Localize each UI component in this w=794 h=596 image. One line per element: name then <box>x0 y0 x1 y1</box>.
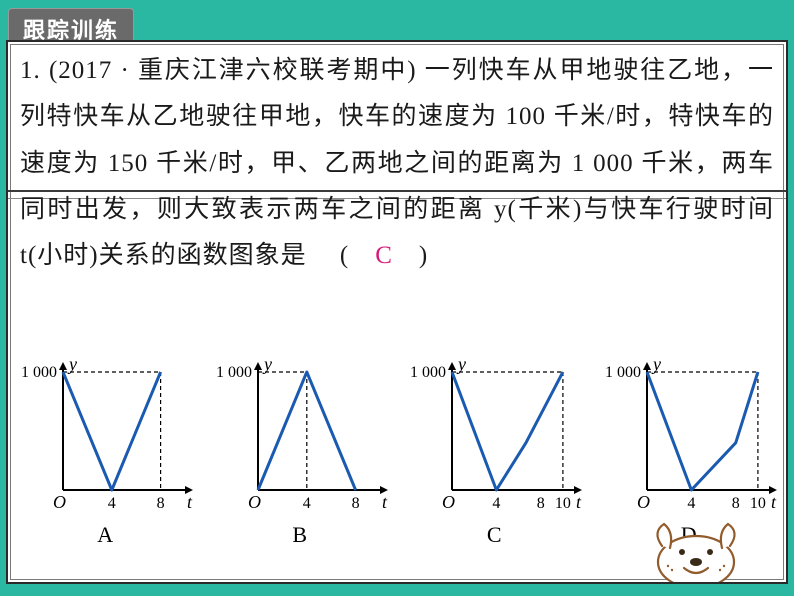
svg-text:O: O <box>637 492 650 512</box>
graph-B: 4 8 1 000 Ot y <box>210 360 390 520</box>
svg-text:1 000: 1 000 <box>410 364 446 381</box>
graph-block-C: 4 8 10 1 000 Ot y C <box>404 360 584 548</box>
svg-text:4: 4 <box>687 495 695 512</box>
svg-text:t: t <box>382 492 388 512</box>
question-source: (2017 · 重庆江津六校联考期中) <box>49 57 417 84</box>
question-body: 一列快车从甲地驶往乙地，一列特快车从乙地驶往甲地，快车的速度为 100 千米/时… <box>20 57 774 269</box>
graph-label-A: A <box>15 522 195 548</box>
paren-close: ) <box>393 242 428 269</box>
paren-open: ( <box>314 242 375 269</box>
svg-text:1 000: 1 000 <box>21 364 57 381</box>
svg-text:y: y <box>651 360 661 374</box>
svg-text:8: 8 <box>537 495 545 512</box>
graph-block-B: 4 8 1 000 Ot y B <box>210 360 390 548</box>
svg-text:4: 4 <box>303 495 311 512</box>
svg-text:4: 4 <box>108 495 116 512</box>
svg-text:1 000: 1 000 <box>605 364 641 381</box>
graph-block-A: 4 8 1 000 Ot y A <box>15 360 195 548</box>
svg-text:10: 10 <box>750 495 766 512</box>
question-number: 1. <box>20 57 41 84</box>
svg-text:y: y <box>67 360 77 374</box>
svg-text:8: 8 <box>157 495 165 512</box>
graph-label-B: B <box>210 522 390 548</box>
svg-text:t: t <box>187 492 193 512</box>
graph-label-C: C <box>404 522 584 548</box>
graph-A: 4 8 1 000 Ot y <box>15 360 195 520</box>
svg-text:t: t <box>576 492 582 512</box>
svg-text:y: y <box>262 360 272 374</box>
svg-text:O: O <box>248 492 261 512</box>
svg-text:1 000: 1 000 <box>216 364 252 381</box>
svg-text:10: 10 <box>555 495 571 512</box>
svg-text:y: y <box>456 360 466 374</box>
graph-D: 4 8 10 1 000 Ot y <box>599 360 779 520</box>
svg-text:t: t <box>771 492 777 512</box>
graph-C: 4 8 10 1 000 Ot y <box>404 360 584 520</box>
question-text: 1. (2017 · 重庆江津六校联考期中) 一列快车从甲地驶往乙地，一列特快车… <box>20 48 774 279</box>
question-card: 1. (2017 · 重庆江津六校联考期中) 一列快车从甲地驶往乙地，一列特快车… <box>6 40 788 584</box>
answer-letter: C <box>375 242 393 269</box>
svg-text:O: O <box>53 492 66 512</box>
svg-text:8: 8 <box>351 495 359 512</box>
svg-text:4: 4 <box>493 495 501 512</box>
dog-illustration <box>636 512 756 582</box>
svg-text:8: 8 <box>731 495 739 512</box>
svg-text:O: O <box>442 492 455 512</box>
